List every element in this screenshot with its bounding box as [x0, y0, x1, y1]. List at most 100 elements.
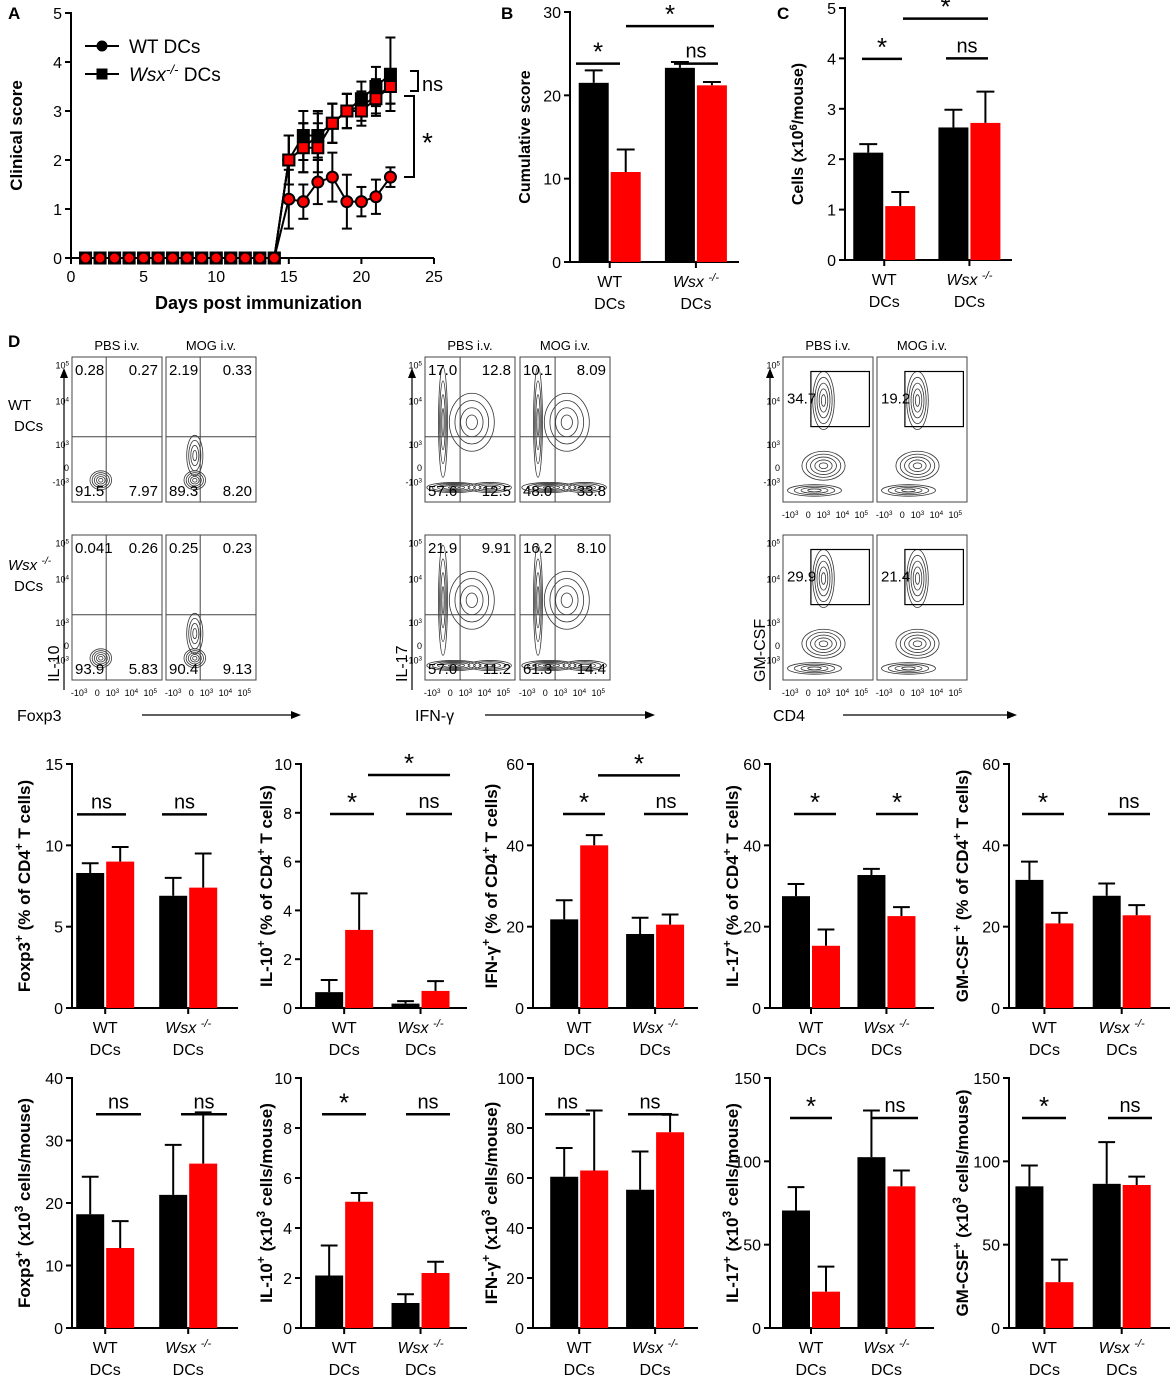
y-tick-label: 2: [53, 153, 62, 170]
label-part: 3: [65, 477, 69, 484]
quadrant-value: 8.20: [223, 483, 252, 500]
label-part: -/-: [1134, 1018, 1145, 1030]
contour-line: [543, 392, 590, 452]
contour-line: [440, 572, 446, 629]
significance-label: *: [422, 127, 433, 158]
significance-bracket: [410, 70, 419, 92]
contour-line: [89, 648, 113, 669]
bar-wsx-mog: [656, 924, 685, 1008]
label-part: -/-: [201, 1338, 212, 1350]
quadrant-value: 14.4: [577, 661, 606, 678]
x-tick-label: 103: [106, 688, 120, 699]
y-axis-title: Cells (x106/mouse): [788, 63, 807, 205]
contour-line: [521, 660, 577, 671]
x-tick-label: -103: [71, 688, 88, 699]
bar-wsx-mog: [189, 887, 218, 1008]
y-tick-label: 0: [417, 463, 422, 473]
label-part: -/-: [41, 555, 51, 567]
bar-wsx-pbs: [626, 1189, 655, 1328]
column-header: MOG i.v.: [897, 338, 947, 353]
contour-line: [542, 486, 555, 489]
y-tick-label: 0: [752, 1321, 761, 1338]
quadrant-value: 5.83: [129, 661, 158, 678]
contour-line: [800, 665, 829, 672]
x-tick-label: Wsx -/-: [673, 272, 719, 291]
bar-wt-mog: [812, 1291, 840, 1328]
y-axis-title: IL-10: [46, 645, 63, 682]
x-tick-label: 25: [425, 269, 443, 286]
label-part: IFN-γ: [482, 1261, 501, 1304]
label-part: 10: [238, 688, 248, 698]
quadrant-value: 7.97: [129, 483, 158, 500]
label-part: 10: [408, 538, 418, 548]
y-axis-title: IL-17+ (% of CD4+ T cells): [720, 785, 742, 987]
label-part: Wsx: [165, 1020, 197, 1037]
y-tick-label: 0: [283, 1001, 292, 1018]
contour-line: [533, 366, 543, 478]
y-tick-label: 20: [982, 920, 1000, 937]
contour-line: [814, 376, 833, 425]
contour-line: [555, 585, 579, 616]
y-tick-label: 105: [55, 538, 69, 549]
quadrant-value: 12.5: [482, 483, 511, 500]
label-part: -10: [782, 688, 795, 698]
quadrant-value: 9.91: [482, 540, 511, 557]
label-part: -10: [52, 656, 65, 666]
y-tick-label: 8: [283, 806, 292, 823]
x-tick-label: 103: [911, 688, 925, 699]
contour-line: [473, 661, 507, 670]
contour-line: [192, 655, 198, 661]
contour-line: [438, 366, 448, 478]
y-tick-label: 0: [64, 463, 69, 473]
label-part: 3: [795, 510, 799, 517]
y-tick-label: 0: [283, 1321, 292, 1338]
label-part: Wsx: [863, 1340, 895, 1357]
label-part: 3: [564, 688, 568, 695]
label-part: 10: [911, 688, 921, 698]
quadrant-value: 0.041: [75, 540, 113, 557]
contour-line: [912, 640, 923, 648]
x-tick-label: -103: [782, 688, 799, 699]
label-part: +: [12, 843, 26, 850]
contour-line: [549, 400, 585, 445]
contour-line: [532, 484, 566, 491]
x-tick-label: DCs: [564, 1042, 595, 1059]
contour-line: [426, 482, 482, 493]
contour-line: [187, 474, 202, 487]
y-tick-label: 3: [53, 104, 62, 121]
contour-plot: 10.1 8.09 48.0 33.8: [519, 356, 611, 503]
significance-label: ns: [557, 1091, 578, 1113]
quadrant-value: 0.25: [169, 540, 198, 557]
significance-label: *: [634, 748, 644, 778]
significance-label: ns: [417, 1091, 438, 1113]
y-tick-label: 104: [766, 574, 780, 585]
label-part: Wsx: [165, 1340, 197, 1357]
contour-line: [895, 450, 940, 481]
contour-line: [818, 388, 829, 413]
contour-line: [810, 634, 837, 653]
x-tick-label: WT: [597, 274, 622, 291]
x-tick-label: 104: [573, 688, 587, 699]
label-part: IL-10: [257, 947, 276, 987]
x-tick-label: -103: [876, 688, 893, 699]
label-part: 3: [418, 440, 422, 447]
label-part: WT: [93, 1340, 118, 1357]
label-part: 3: [720, 1210, 734, 1217]
y-tick-label: 103: [766, 618, 780, 629]
column-header: PBS i.v.: [805, 338, 850, 353]
contour-line: [914, 572, 921, 585]
data-point: [383, 170, 397, 184]
label-part: WT: [332, 1020, 357, 1037]
significance-label: ns: [418, 791, 439, 813]
label-part: T cells): [953, 770, 972, 833]
significance-label: ns: [193, 1091, 214, 1113]
x-tick-label: DCs: [869, 294, 900, 311]
label-part: 3: [210, 688, 214, 695]
x-tick-label: 105: [855, 510, 869, 521]
data-point: [137, 251, 151, 265]
contour-line: [787, 484, 842, 497]
bar-wsx-pbs: [159, 895, 188, 1008]
